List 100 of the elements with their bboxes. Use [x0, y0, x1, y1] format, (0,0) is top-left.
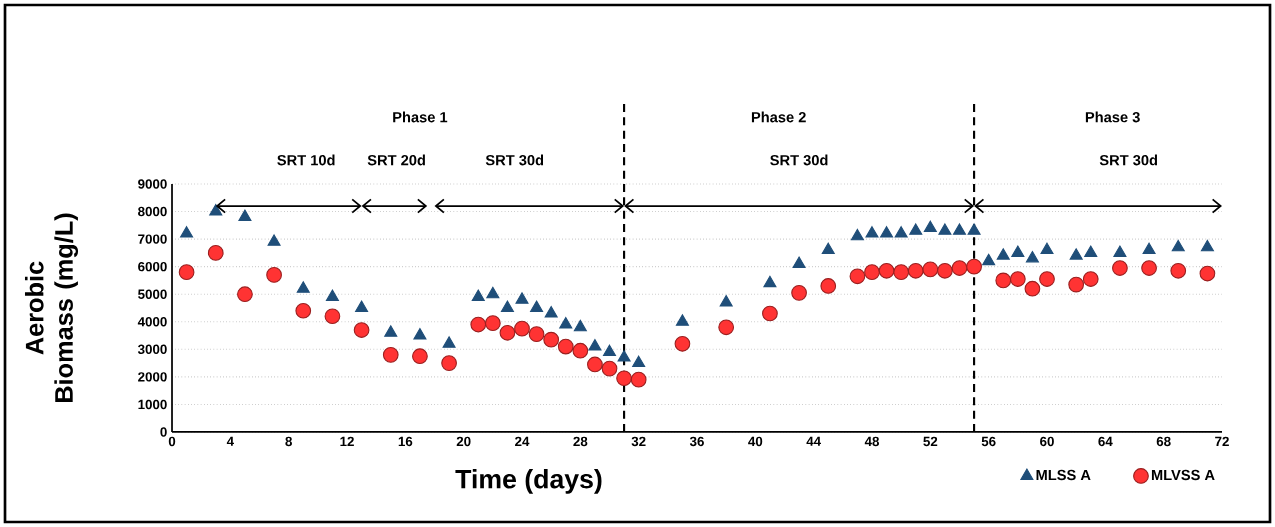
y-axis-title: Aerobic Biomass (mg/L) — [24, 213, 79, 403]
text: SRT 20d — [367, 154, 425, 166]
point — [1039, 271, 1055, 287]
point — [791, 284, 807, 301]
point — [719, 295, 733, 307]
point — [762, 305, 778, 322]
x-tick-label: 72 — [1215, 436, 1229, 447]
point — [1112, 260, 1128, 276]
y-tick-label: 3000 — [137, 344, 167, 355]
point — [207, 245, 224, 261]
point — [500, 300, 514, 312]
point — [471, 289, 485, 301]
x-tick-label: 44 — [806, 436, 822, 446]
point — [792, 256, 806, 268]
point — [763, 275, 777, 288]
point — [209, 204, 223, 216]
point — [951, 260, 968, 276]
point — [923, 220, 937, 233]
point — [617, 350, 631, 362]
point — [384, 325, 398, 337]
y-tick-label: 7000 — [138, 234, 167, 244]
text: SRT 30d — [1099, 154, 1158, 166]
x-tick-label: 32 — [631, 436, 646, 447]
point — [821, 242, 835, 255]
point — [922, 261, 939, 278]
point — [1009, 271, 1026, 287]
x-tick-label: 52 — [923, 436, 938, 447]
point — [938, 223, 952, 235]
y-tick-label: 4000 — [137, 317, 167, 327]
point — [1025, 250, 1039, 263]
point — [996, 248, 1010, 260]
point — [1069, 248, 1083, 260]
point — [266, 267, 282, 283]
x-tick-label: 36 — [689, 436, 704, 447]
point — [937, 262, 953, 279]
point — [1200, 239, 1214, 252]
x-tick-label: 16 — [398, 436, 413, 447]
point — [865, 226, 879, 238]
point — [1082, 271, 1099, 287]
text: SRT 10d — [277, 154, 335, 166]
text: SRT 30d — [485, 154, 544, 166]
point — [442, 336, 456, 348]
x-tick-label: 48 — [864, 436, 880, 447]
point — [630, 371, 647, 388]
point — [499, 324, 516, 341]
point — [572, 342, 589, 359]
point — [413, 328, 427, 340]
x-tick-label: 60 — [1040, 436, 1054, 447]
point — [528, 326, 545, 343]
point — [967, 223, 981, 235]
point — [1068, 276, 1085, 293]
point — [1113, 245, 1127, 257]
y-tick-label: 8000 — [138, 206, 167, 217]
y-tick-label: 2000 — [138, 372, 167, 382]
point — [718, 319, 735, 336]
x-tick-label: 56 — [981, 436, 996, 447]
point — [324, 308, 341, 325]
point — [909, 223, 923, 235]
y-tick-label: 1000 — [138, 399, 167, 410]
y-tick-label: 9000 — [138, 179, 167, 189]
point — [894, 226, 908, 238]
point — [237, 286, 253, 303]
point — [849, 268, 866, 285]
text: SRT 30d — [770, 154, 828, 166]
point — [484, 315, 501, 332]
point — [982, 253, 996, 266]
point — [1142, 242, 1156, 255]
point — [530, 300, 544, 312]
point — [180, 226, 194, 238]
x-tick-label: 28 — [573, 436, 588, 447]
point — [295, 302, 312, 319]
point — [470, 316, 487, 333]
point — [382, 346, 399, 363]
point — [880, 226, 894, 238]
point — [1170, 262, 1187, 279]
x-tick-label: 64 — [1098, 436, 1113, 447]
point — [238, 209, 252, 222]
point — [486, 286, 500, 299]
point — [864, 264, 880, 281]
point — [559, 317, 573, 329]
x-axis-title: Time (days) — [455, 468, 602, 494]
text: Phase 1 — [393, 111, 448, 123]
point — [1024, 280, 1041, 297]
point — [588, 339, 602, 351]
point — [675, 314, 689, 326]
point — [1011, 245, 1025, 257]
point — [850, 228, 864, 241]
point — [1171, 239, 1185, 252]
point — [632, 355, 646, 368]
point — [355, 300, 369, 312]
point — [573, 319, 587, 332]
point — [1141, 260, 1157, 276]
point — [587, 356, 603, 373]
x-tick-label: 20 — [456, 436, 471, 447]
point — [296, 281, 310, 293]
legend-label: MLSS A — [1036, 469, 1091, 481]
text: Phase 2 — [751, 111, 806, 123]
point — [514, 320, 530, 337]
x-tick-label: 12 — [340, 436, 354, 447]
point — [1040, 242, 1054, 255]
